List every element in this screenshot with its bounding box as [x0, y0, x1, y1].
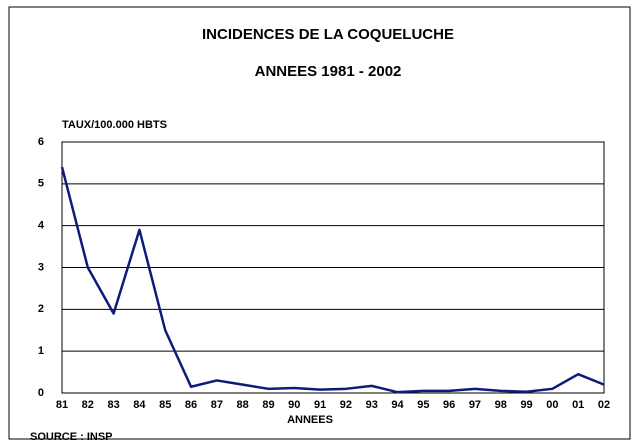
y-tick-label: 6	[38, 136, 44, 148]
x-tick-label: 91	[314, 399, 326, 411]
x-tick-label: 92	[340, 399, 352, 411]
frame	[8, 6, 631, 440]
x-tick-label: 99	[520, 399, 532, 411]
x-tick-label: 93	[366, 399, 378, 411]
chart-subtitle: ANNEES 1981 - 2002	[255, 63, 402, 80]
x-tick-label: 90	[288, 399, 300, 411]
x-tick-label: 88	[237, 399, 249, 411]
x-tick-label: 86	[185, 399, 197, 411]
y-tick-label: 1	[38, 345, 44, 357]
y-tick-label: 3	[38, 261, 44, 273]
x-tick-label: 89	[262, 399, 274, 411]
x-tick-label: 82	[82, 399, 94, 411]
x-tick-label: 01	[572, 399, 584, 411]
x-tick-label: 97	[469, 399, 481, 411]
y-tick-label: 4	[38, 220, 45, 232]
x-axis-label: ANNEES	[287, 414, 333, 426]
x-tick-label: 94	[391, 399, 404, 411]
x-tick-label: 02	[598, 399, 610, 411]
x-tick-label: 98	[495, 399, 507, 411]
x-tick-label: 85	[159, 399, 171, 411]
y-axis-label: TAUX/100.000 HBTS	[62, 119, 167, 131]
y-tick-label: 0	[38, 387, 44, 399]
y-tick-label: 2	[38, 303, 44, 315]
x-tick-label: 84	[133, 399, 146, 411]
x-tick-label: 81	[56, 399, 68, 411]
x-tick-label: 00	[546, 399, 558, 411]
source: SOURCE : INSP	[30, 431, 113, 443]
line-series	[60, 166, 605, 394]
x-tick-label: 95	[417, 399, 429, 411]
x-tick-label: 83	[107, 399, 119, 411]
x-tick-label: 87	[211, 399, 223, 411]
x-tick-label: 96	[443, 399, 455, 411]
y-tick-label: 5	[38, 178, 44, 190]
chart-title: INCIDENCES DE LA COQUELUCHE	[202, 26, 454, 43]
